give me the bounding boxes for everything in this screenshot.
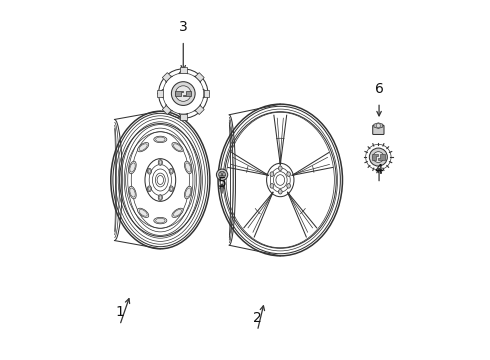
Polygon shape xyxy=(180,67,187,73)
Ellipse shape xyxy=(172,143,183,152)
Polygon shape xyxy=(372,154,378,160)
Ellipse shape xyxy=(138,208,149,217)
Polygon shape xyxy=(157,90,163,97)
Text: 2: 2 xyxy=(253,311,262,325)
Ellipse shape xyxy=(270,184,274,188)
Ellipse shape xyxy=(129,161,136,174)
Polygon shape xyxy=(175,91,183,96)
Ellipse shape xyxy=(287,172,291,176)
Ellipse shape xyxy=(270,172,274,176)
Ellipse shape xyxy=(287,184,291,188)
Circle shape xyxy=(219,171,225,178)
Ellipse shape xyxy=(158,159,162,165)
Circle shape xyxy=(376,123,380,128)
Polygon shape xyxy=(204,90,209,97)
Ellipse shape xyxy=(169,186,173,192)
Ellipse shape xyxy=(147,168,151,174)
Polygon shape xyxy=(195,73,204,82)
Circle shape xyxy=(369,148,388,166)
Ellipse shape xyxy=(184,186,192,199)
Polygon shape xyxy=(162,73,171,82)
Text: 1: 1 xyxy=(115,305,124,319)
Ellipse shape xyxy=(154,217,167,224)
Polygon shape xyxy=(195,105,204,114)
Ellipse shape xyxy=(138,143,149,152)
Polygon shape xyxy=(374,123,383,129)
Text: 5: 5 xyxy=(218,176,226,189)
Ellipse shape xyxy=(129,186,136,199)
Text: 6: 6 xyxy=(375,82,384,96)
Ellipse shape xyxy=(158,195,162,201)
Text: 3: 3 xyxy=(179,20,188,34)
Circle shape xyxy=(373,152,384,162)
Ellipse shape xyxy=(278,189,282,194)
FancyBboxPatch shape xyxy=(373,125,384,135)
Ellipse shape xyxy=(154,136,167,143)
Circle shape xyxy=(217,169,228,180)
Ellipse shape xyxy=(147,186,151,192)
Polygon shape xyxy=(183,91,191,96)
Circle shape xyxy=(172,82,195,105)
Ellipse shape xyxy=(172,208,183,217)
Ellipse shape xyxy=(278,166,282,171)
Polygon shape xyxy=(378,154,385,160)
Ellipse shape xyxy=(184,161,192,174)
Polygon shape xyxy=(180,114,187,120)
Ellipse shape xyxy=(169,168,173,174)
Text: 4: 4 xyxy=(375,163,384,177)
Circle shape xyxy=(175,86,191,101)
Polygon shape xyxy=(162,105,171,114)
